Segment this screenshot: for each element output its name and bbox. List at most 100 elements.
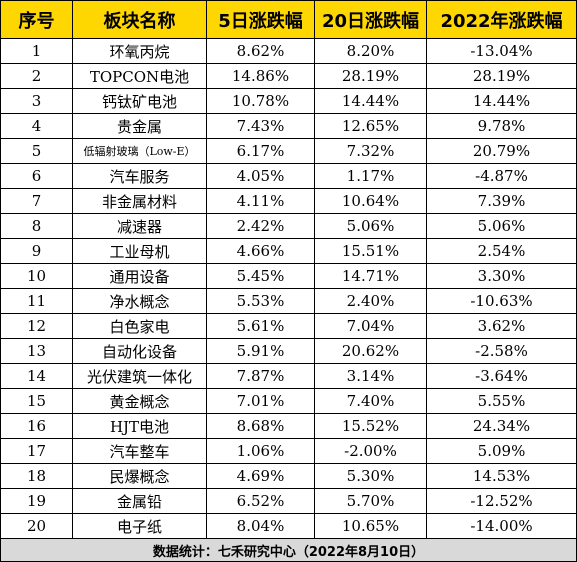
- cell-index: 12: [0, 313, 73, 339]
- cell-5d-change: 4.69%: [206, 463, 315, 489]
- table-row: 9 工业母机 4.66% 15.51% 2.54%: [0, 238, 577, 264]
- cell-20d-change: 5.70%: [314, 488, 427, 514]
- cell-20d-change: 15.51%: [314, 238, 427, 264]
- cell-index: 4: [0, 113, 73, 139]
- cell-ytd-change: 24.34%: [426, 413, 577, 439]
- cell-sector-name: 净水概念: [72, 288, 207, 314]
- table-row: 19 金属铅 6.52% 5.70% -12.52%: [0, 488, 577, 514]
- cell-5d-change: 8.68%: [206, 413, 315, 439]
- cell-index: 3: [0, 88, 73, 114]
- table-row: 11 净水概念 5.53% 2.40% -10.63%: [0, 288, 577, 314]
- cell-sector-name: 环氧丙烷: [72, 38, 207, 64]
- cell-sector-name: 非金属材料: [72, 188, 207, 214]
- header-row: 序号 板块名称 5日涨跌幅 20日涨跌幅 2022年涨跌幅: [0, 0, 577, 39]
- cell-5d-change: 4.66%: [206, 238, 315, 264]
- cell-20d-change: 8.20%: [314, 38, 427, 64]
- cell-5d-change: 7.87%: [206, 363, 315, 389]
- cell-index: 9: [0, 238, 73, 264]
- cell-5d-change: 7.01%: [206, 388, 315, 414]
- table-row: 10 通用设备 5.45% 14.71% 3.30%: [0, 263, 577, 289]
- cell-20d-change: 20.62%: [314, 338, 427, 364]
- cell-20d-change: 28.19%: [314, 63, 427, 89]
- cell-5d-change: 5.45%: [206, 263, 315, 289]
- table-row: 14 光伏建筑一体化 7.87% 3.14% -3.64%: [0, 363, 577, 389]
- cell-index: 14: [0, 363, 73, 389]
- table-row: 3 钙钛矿电池 10.78% 14.44% 14.44%: [0, 88, 577, 114]
- cell-ytd-change: 5.55%: [426, 388, 577, 414]
- cell-20d-change: 14.44%: [314, 88, 427, 114]
- cell-sector-name: HJT电池: [72, 413, 207, 439]
- table-row: 5 低辐射玻璃（Low-E） 6.17% 7.32% 20.79%: [0, 138, 577, 164]
- cell-index: 15: [0, 388, 73, 414]
- cell-5d-change: 8.62%: [206, 38, 315, 64]
- col-header-sector: 板块名称: [72, 0, 207, 39]
- cell-sector-name: 汽车服务: [72, 163, 207, 189]
- cell-20d-change: 5.30%: [314, 463, 427, 489]
- cell-5d-change: 2.42%: [206, 213, 315, 239]
- table-row: 15 黄金概念 7.01% 7.40% 5.55%: [0, 388, 577, 414]
- cell-ytd-change: -10.63%: [426, 288, 577, 314]
- cell-ytd-change: 14.53%: [426, 463, 577, 489]
- cell-index: 7: [0, 188, 73, 214]
- cell-5d-change: 5.53%: [206, 288, 315, 314]
- cell-ytd-change: 28.19%: [426, 63, 577, 89]
- cell-index: 20: [0, 513, 73, 539]
- cell-ytd-change: -4.87%: [426, 163, 577, 189]
- cell-20d-change: 15.52%: [314, 413, 427, 439]
- cell-index: 10: [0, 263, 73, 289]
- cell-20d-change: 7.40%: [314, 388, 427, 414]
- cell-sector-name: 黄金概念: [72, 388, 207, 414]
- cell-ytd-change: 2.54%: [426, 238, 577, 264]
- cell-sector-name: 金属铅: [72, 488, 207, 514]
- cell-5d-change: 4.11%: [206, 188, 315, 214]
- table-row: 12 白色家电 5.61% 7.04% 3.62%: [0, 313, 577, 339]
- cell-20d-change: 1.17%: [314, 163, 427, 189]
- cell-index: 16: [0, 413, 73, 439]
- cell-sector-name: 工业母机: [72, 238, 207, 264]
- cell-index: 17: [0, 438, 73, 464]
- cell-ytd-change: -13.04%: [426, 38, 577, 64]
- cell-20d-change: 5.06%: [314, 213, 427, 239]
- cell-20d-change: 12.65%: [314, 113, 427, 139]
- cell-index: 6: [0, 163, 73, 189]
- table-row: 17 汽车整车 1.06% -2.00% 5.09%: [0, 438, 577, 464]
- cell-index: 11: [0, 288, 73, 314]
- cell-20d-change: 10.65%: [314, 513, 427, 539]
- col-header-5d-change: 5日涨跌幅: [206, 0, 315, 39]
- cell-sector-name: TOPCON电池: [72, 63, 207, 89]
- table-row: 13 自动化设备 5.91% 20.62% -2.58%: [0, 338, 577, 364]
- cell-ytd-change: 5.06%: [426, 213, 577, 239]
- cell-5d-change: 5.61%: [206, 313, 315, 339]
- cell-index: 2: [0, 63, 73, 89]
- cell-sector-name: 电子纸: [72, 513, 207, 539]
- cell-sector-name: 民爆概念: [72, 463, 207, 489]
- cell-20d-change: 3.14%: [314, 363, 427, 389]
- cell-ytd-change: 7.39%: [426, 188, 577, 214]
- footer-row: 数据统计：七禾研究中心（2022年8月10日）: [0, 538, 577, 562]
- cell-5d-change: 6.17%: [206, 138, 315, 164]
- col-header-ytd-change: 2022年涨跌幅: [426, 0, 577, 39]
- table-row: 4 贵金属 7.43% 12.65% 9.78%: [0, 113, 577, 139]
- table-row: 7 非金属材料 4.11% 10.64% 7.39%: [0, 188, 577, 214]
- cell-5d-change: 10.78%: [206, 88, 315, 114]
- cell-20d-change: 7.04%: [314, 313, 427, 339]
- cell-ytd-change: -3.64%: [426, 363, 577, 389]
- cell-sector-name: 光伏建筑一体化: [72, 363, 207, 389]
- cell-sector-name: 贵金属: [72, 113, 207, 139]
- cell-20d-change: -2.00%: [314, 438, 427, 464]
- cell-5d-change: 8.04%: [206, 513, 315, 539]
- table-row: 20 电子纸 8.04% 10.65% -14.00%: [0, 513, 577, 539]
- cell-sector-name: 通用设备: [72, 263, 207, 289]
- table-row: 16 HJT电池 8.68% 15.52% 24.34%: [0, 413, 577, 439]
- col-header-20d-change: 20日涨跌幅: [314, 0, 427, 39]
- cell-ytd-change: 5.09%: [426, 438, 577, 464]
- cell-index: 19: [0, 488, 73, 514]
- cell-index: 13: [0, 338, 73, 364]
- cell-ytd-change: 14.44%: [426, 88, 577, 114]
- cell-sector-name: 低辐射玻璃（Low-E）: [72, 138, 207, 164]
- cell-ytd-change: -12.52%: [426, 488, 577, 514]
- cell-index: 8: [0, 213, 73, 239]
- cell-index: 5: [0, 138, 73, 164]
- cell-index: 18: [0, 463, 73, 489]
